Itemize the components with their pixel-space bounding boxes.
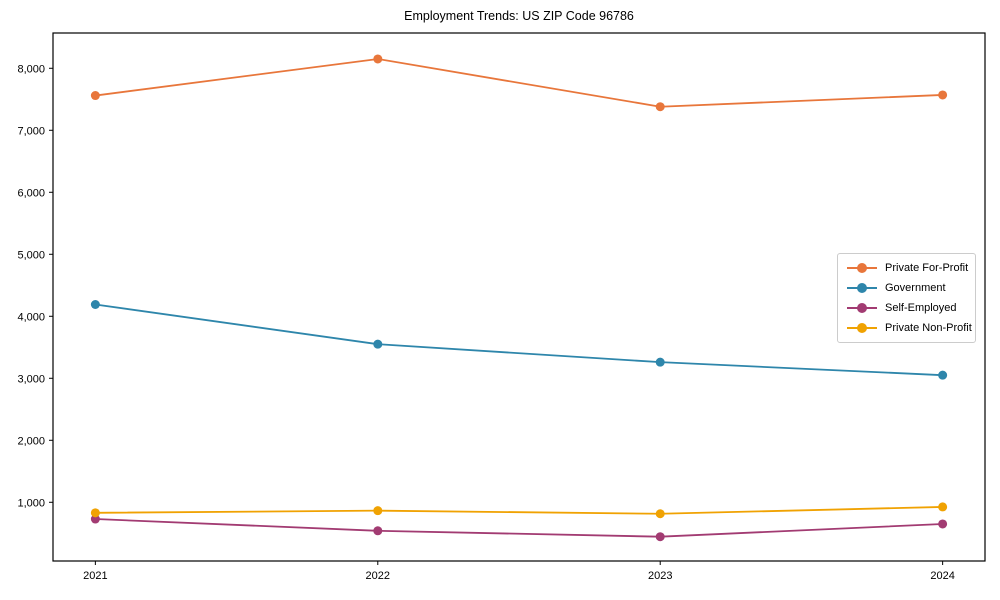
data-point-private-for-profit [938, 90, 948, 100]
legend-item-private-for-profit: Private For-Profit [847, 260, 969, 276]
data-point-private-for-profit [373, 54, 383, 64]
data-point-private-non-profit [655, 509, 665, 519]
x-tick-label: 2022 [366, 570, 390, 582]
chart-title: Employment Trends: US ZIP Code 96786 [404, 9, 634, 23]
data-point-private-non-profit [938, 502, 948, 512]
data-point-self-employed [90, 514, 100, 524]
legend: Private For-Profit Government Self-Employe… [837, 253, 976, 343]
y-tick-label: 3,000 [17, 373, 45, 385]
x-tick-label: 2023 [648, 570, 672, 582]
series-line-private-non-profit [95, 506, 943, 515]
data-point-government [938, 370, 948, 380]
legend-label: Self-Employed [885, 302, 957, 314]
data-point-private-for-profit [90, 91, 100, 101]
data-point-government [373, 339, 383, 349]
data-point-self-employed [655, 532, 665, 542]
series-line-private-for-profit [95, 58, 943, 108]
x-tick-label: 2024 [930, 570, 954, 582]
y-tick-label: 2,000 [17, 435, 45, 447]
legend-label: Government [885, 282, 946, 294]
data-point-private-for-profit [655, 102, 665, 112]
series-line-self-employed [95, 518, 943, 538]
legend-item-government: Government [847, 280, 967, 296]
y-tick-label: 8,000 [17, 63, 45, 75]
y-tick-label: 1,000 [17, 497, 45, 509]
x-tick-label: 2021 [83, 570, 107, 582]
data-point-self-employed [373, 526, 383, 536]
legend-label: Private Non-Profit [885, 322, 972, 334]
y-tick-label: 7,000 [17, 125, 45, 137]
data-point-government [655, 357, 665, 367]
legend-marker-private-for-profit [847, 260, 877, 276]
y-tick-label: 6,000 [17, 187, 45, 199]
y-tick-label: 5,000 [17, 249, 45, 261]
data-point-private-non-profit [90, 508, 100, 518]
data-point-government [90, 300, 100, 310]
legend-label: Private For-Profit [885, 262, 969, 274]
series-line-government [95, 303, 943, 377]
legend-item-self-employed: Self-Employed [847, 300, 967, 316]
data-point-self-employed [938, 519, 948, 529]
legend-marker-government [847, 280, 877, 296]
plot-box [52, 32, 986, 562]
legend-marker-private-non-profit [847, 320, 877, 336]
legend-marker-self-employed [847, 300, 877, 316]
y-tick-label: 4,000 [17, 311, 45, 323]
data-point-private-non-profit [373, 506, 383, 516]
legend-item-private-non-profit: Private Non-Profit [847, 320, 972, 336]
